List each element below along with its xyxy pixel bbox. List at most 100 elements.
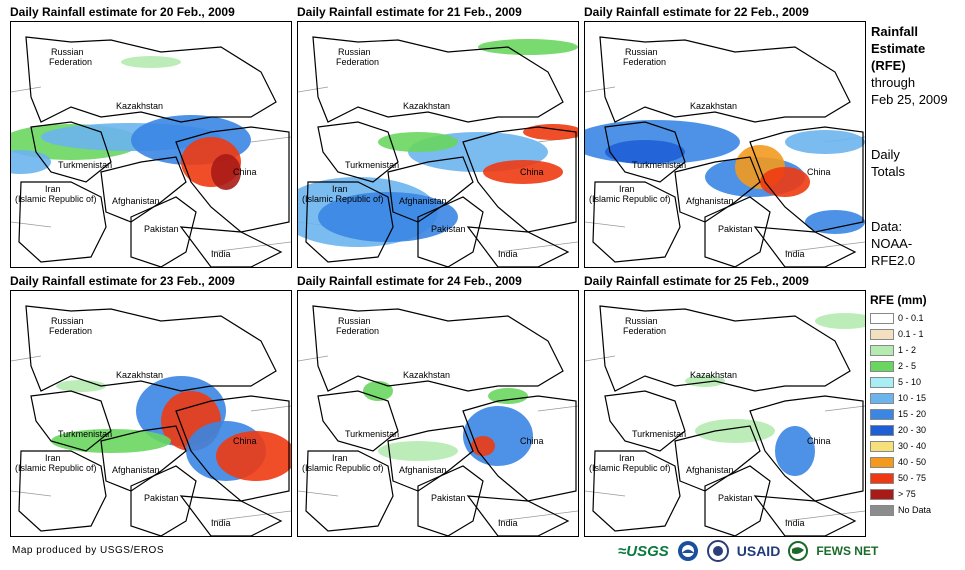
- rainfall-area: [523, 124, 578, 140]
- country-border: [592, 450, 681, 532]
- legend-swatch: [870, 504, 894, 516]
- legend: RFE (mm) 0 - 0.1 0.1 - 1 1 - 2 2 - 5 5 - 10 1…: [870, 293, 965, 518]
- country-label-kazakhstan: Kazakhstan: [403, 101, 450, 111]
- country-border: [179, 495, 283, 536]
- legend-item: > 75: [870, 486, 965, 502]
- country-border: [592, 181, 681, 263]
- country-label-kazakhstan: Kazakhstan: [116, 101, 163, 111]
- legend-label: 5 - 10: [898, 377, 922, 387]
- country-border: [100, 156, 187, 223]
- country-label-turkmenistan: Turkmenistan: [58, 160, 112, 170]
- sidebar-daily: Daily Totals: [871, 146, 905, 180]
- legend-item: No Data: [870, 502, 965, 518]
- country-label-china: China: [520, 167, 544, 177]
- legend-label: 15 - 20: [898, 409, 927, 419]
- rainfall-map: Russian Federation Kazakhstan Turkmenistan I…: [10, 290, 292, 537]
- legend-label: 20 - 30: [898, 425, 927, 435]
- country-border: [25, 36, 277, 123]
- usgs-logo: ≈USGS: [618, 542, 669, 560]
- rainfall-area: [815, 313, 865, 329]
- legend-item: 50 - 75: [870, 470, 965, 486]
- country-label-pakistan: Pakistan: [431, 224, 466, 234]
- legend-label: > 75: [898, 489, 916, 499]
- country-border: [305, 450, 394, 532]
- country-label-turkmenistan: Turkmenistan: [58, 429, 112, 439]
- rainfall-area: [378, 441, 458, 461]
- fews-net-logo: FEWS NET: [816, 544, 879, 558]
- country-label-russia-1: Russian: [338, 316, 371, 326]
- country-border: [179, 226, 283, 267]
- country-label-turkmenistan: Turkmenistan: [345, 429, 399, 439]
- map-panel-title: Daily Rainfall estimate for 22 Feb., 200…: [584, 5, 809, 19]
- dos-seal-logo: [706, 540, 729, 562]
- country-label-india: India: [211, 249, 231, 259]
- country-border: [704, 465, 771, 536]
- rainfall-area: [605, 140, 685, 164]
- country-border: [30, 390, 112, 452]
- fews-globe-icon: [788, 541, 809, 561]
- legend-label: 2 - 5: [898, 361, 917, 371]
- country-border: [387, 156, 474, 223]
- legend-swatch: [870, 376, 894, 388]
- country-border: [753, 495, 857, 536]
- country-border: [312, 36, 564, 123]
- country-label-china: China: [807, 167, 831, 177]
- country-label-china: China: [807, 436, 831, 446]
- rainfall-area: [805, 210, 865, 234]
- rainfall-map: Russian Federation Kazakhstan Turkmenistan I…: [10, 21, 292, 268]
- country-label-india: India: [785, 518, 805, 528]
- country-label-russia-1: Russian: [625, 316, 658, 326]
- country-border: [18, 450, 107, 532]
- country-border: [387, 425, 474, 492]
- legend-label: 10 - 15: [898, 393, 927, 403]
- country-label-kazakhstan: Kazakhstan: [690, 370, 737, 380]
- rainfall-area: [216, 431, 291, 481]
- legend-swatch: [870, 456, 894, 468]
- sidebar-title-line2: Estimate: [871, 41, 926, 56]
- country-label-russia-2: Federation: [49, 57, 92, 67]
- country-border: [674, 425, 761, 492]
- country-label-iran-1: Iran: [45, 453, 61, 463]
- legend-item: 0 - 0.1: [870, 310, 965, 326]
- rainfall-area: [363, 381, 393, 401]
- country-border: [704, 196, 771, 267]
- rainfall-area: [695, 419, 775, 443]
- country-border: [753, 226, 857, 267]
- legend-item: 0.1 - 1: [870, 326, 965, 342]
- country-border: [175, 126, 290, 233]
- sidebar-daily-line2: Totals: [871, 164, 905, 179]
- country-label-russia-2: Federation: [623, 326, 666, 336]
- country-border: [417, 196, 484, 267]
- sidebar-data-line3: RFE2.0: [871, 253, 916, 268]
- country-label-pakistan: Pakistan: [718, 493, 753, 503]
- rainfall-area: [51, 429, 171, 453]
- country-label-iran-1: Iran: [45, 184, 61, 194]
- legend-item: 2 - 5: [870, 358, 965, 374]
- country-label-afghanistan: Afghanistan: [399, 465, 447, 475]
- legend-item: 40 - 50: [870, 454, 965, 470]
- country-border: [25, 305, 277, 392]
- rainfall-area: [56, 380, 106, 392]
- map-panel-title: Daily Rainfall estimate for 21 Feb., 200…: [297, 5, 522, 19]
- rainfall-area: [318, 192, 458, 242]
- legend-swatch: [870, 360, 894, 372]
- country-label-afghanistan: Afghanistan: [686, 196, 734, 206]
- country-border: [466, 226, 570, 267]
- country-label-kazakhstan: Kazakhstan: [403, 370, 450, 380]
- country-label-iran-1: Iran: [619, 184, 635, 194]
- map-panel-title: Daily Rainfall estimate for 24 Feb., 200…: [297, 274, 522, 288]
- sidebar-through: through: [871, 75, 916, 90]
- legend-label: 0.1 - 1: [898, 329, 924, 339]
- legend-label: 50 - 75: [898, 473, 927, 483]
- map-panel-title: Daily Rainfall estimate for 23 Feb., 200…: [10, 274, 235, 288]
- country-label-kazakhstan: Kazakhstan: [116, 370, 163, 380]
- footer-credit: Map produced by USGS/EROS: [12, 545, 165, 556]
- country-label-iran-2: (Islamic Republic of): [302, 194, 384, 204]
- country-label-china: China: [233, 167, 257, 177]
- country-label-india: India: [498, 249, 518, 259]
- rainfall-area: [785, 130, 865, 154]
